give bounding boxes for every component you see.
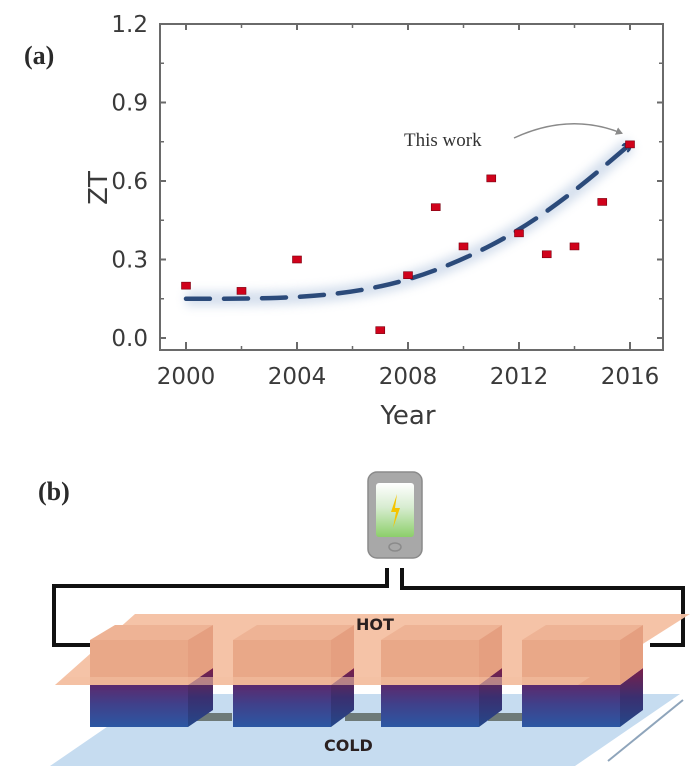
data-series — [181, 140, 635, 334]
y-axis-tick-labels: 0.0 0.3 0.6 0.9 1.2 — [111, 12, 148, 352]
home-button-icon — [388, 542, 402, 552]
x-tick-label: 2008 — [379, 364, 438, 390]
y-tick-label: 0.6 — [111, 169, 148, 195]
data-point — [625, 140, 635, 149]
leg-3 — [381, 625, 502, 727]
x-tick-label: 2004 — [268, 364, 327, 390]
data-point — [430, 203, 441, 211]
data-point — [597, 198, 608, 206]
data-point — [541, 250, 552, 259]
data-point — [569, 242, 580, 251]
connector-1 — [196, 713, 232, 721]
smartphone-icon — [367, 471, 423, 559]
leg-1 — [90, 625, 213, 727]
annotation-arrow — [513, 122, 623, 139]
annotation: This work — [404, 122, 623, 151]
connector-2 — [345, 713, 381, 721]
lightning-bolt-icon — [391, 494, 400, 528]
wire-left — [52, 568, 389, 647]
y-axis-ticks — [160, 23, 663, 339]
y-tick-label: 1.2 — [111, 12, 148, 38]
annotation-text: This work — [404, 130, 482, 151]
x-axis-ticks — [185, 24, 631, 350]
thermoelectric-diagram: COLD HOT — [50, 471, 690, 766]
data-point — [292, 255, 302, 264]
hot-plate-front — [55, 677, 590, 685]
y-tick-label: 0.9 — [111, 91, 148, 117]
x-tick-label: 2016 — [601, 364, 660, 390]
x-tick-label: 2000 — [157, 364, 216, 390]
leg-2 — [233, 625, 354, 727]
data-point — [514, 229, 524, 238]
data-point — [458, 242, 469, 251]
connector-3 — [488, 713, 524, 721]
hot-label: HOT — [356, 615, 394, 634]
x-axis-tick-labels: 2000 2004 2008 2012 2016 — [157, 364, 660, 390]
leg-4 — [522, 625, 643, 727]
x-axis-title: Year — [379, 401, 435, 431]
cold-label: COLD — [324, 736, 373, 755]
y-axis-title: ZT — [84, 171, 114, 205]
cold-plate-edge — [607, 699, 684, 762]
panel-a-label: (a) — [24, 41, 54, 70]
data-point — [375, 326, 386, 334]
plot-frame — [159, 23, 664, 351]
wire-right — [400, 568, 685, 647]
data-point — [486, 174, 497, 183]
y-tick-label: 0.0 — [111, 326, 148, 352]
y-tick-label: 0.3 — [111, 248, 148, 274]
x-tick-label: 2012 — [490, 364, 549, 390]
panel-b-label: (b) — [38, 477, 70, 506]
trend-series — [183, 139, 635, 306]
data-point — [403, 271, 413, 280]
data-point — [181, 281, 191, 290]
data-point — [236, 287, 247, 295]
trend-line — [183, 144, 630, 302]
chart-area: 0.0 0.3 0.6 0.9 1.2 2000 2004 2008 2012 2016 Thi… — [84, 12, 664, 431]
